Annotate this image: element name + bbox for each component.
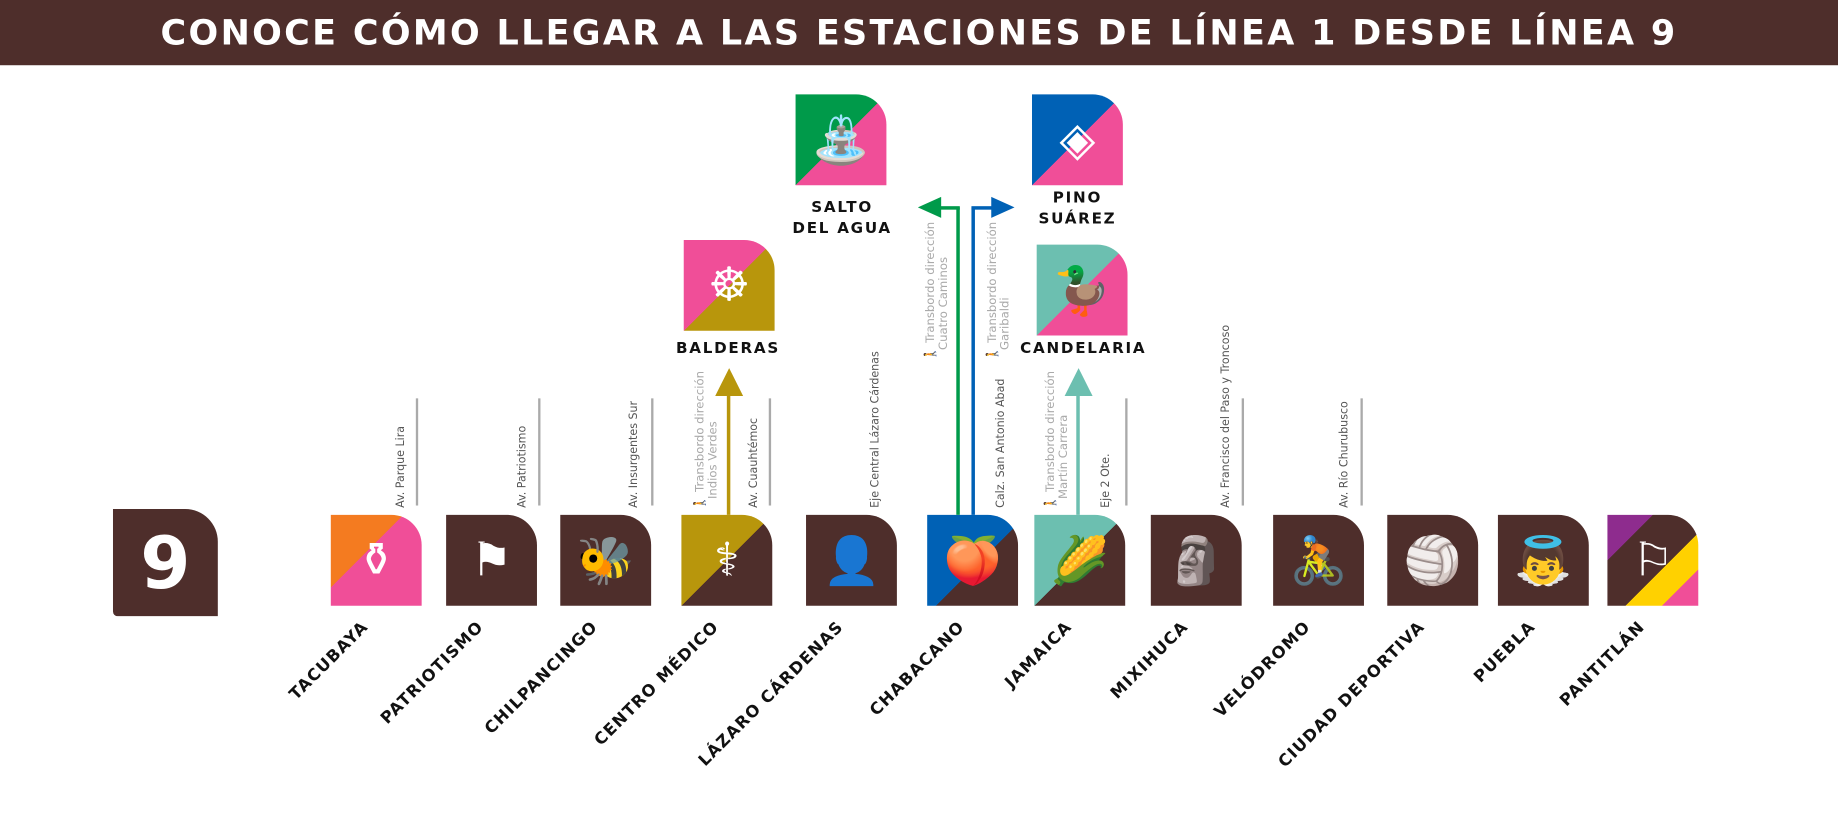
icon-glyph: ⚑ [470, 533, 513, 588]
icon-glyph: 🗿 [1167, 534, 1226, 588]
transfer-note: 🚶 Transbordo dirección Garibaldi [986, 221, 1013, 362]
seated-figure-icon: 🗿 [1150, 514, 1242, 606]
station-label: MIXIHUCA [1107, 617, 1193, 703]
t1: Transbordo dirección [986, 221, 1000, 343]
station-label: CENTRO MÉDICO [591, 617, 723, 750]
label-line: SALTO [811, 199, 873, 217]
icon-glyph: 🐝 [576, 534, 635, 588]
cyclist-icon: 🚴 [1273, 514, 1364, 606]
arrow-right-icon [991, 196, 1015, 218]
station-label: PATRIOTISMO [377, 617, 488, 728]
icon-glyph: ⚱ [356, 533, 396, 588]
street-label: Av. Patriotismo [516, 425, 529, 508]
station-label: CIUDAD DEPORTIVA [1274, 617, 1429, 772]
line-9-badge: 9 [112, 509, 218, 617]
caduceus-icon: ⚕ [681, 514, 773, 606]
street-label: Eje 2 Ote. [1099, 453, 1113, 508]
street-divider [1241, 398, 1244, 506]
t2: Garibaldi [999, 297, 1013, 350]
t2: Martín Carrera [1057, 414, 1071, 500]
street-divider [1360, 398, 1363, 506]
fountain-icon: ⛲ [795, 94, 887, 186]
transfer-line-salto-del-agua-h [938, 206, 960, 210]
arrow-up-icon [1064, 368, 1093, 397]
street-label: Av. Parque Lira [394, 425, 408, 508]
page-title: CONOCE CÓMO LLEGAR A LAS ESTACIONES DE L… [160, 12, 1678, 53]
street-label: Eje Central Lázaro Cárdenas [868, 351, 882, 508]
transfer-line-pino-suarez [971, 207, 975, 515]
apricot-icon: 🍑 [927, 514, 1019, 606]
icon-glyph: 🍑 [943, 534, 1002, 588]
athlete-icon: 🏐 [1387, 514, 1479, 606]
station-label-candelaria: CANDELARIA [1019, 339, 1147, 360]
station-label: CHILPANCINGO [481, 617, 602, 739]
transfer-line-balderas [726, 393, 731, 515]
transfer-note: 🚶 Transbordo dirección Martín Carrera [1044, 370, 1071, 511]
transfer-line-candelaria [1076, 393, 1080, 515]
label-line: DEL AGUA [792, 220, 892, 238]
station-label-balderas: BALDERAS [664, 339, 792, 360]
cannon-icon: ☸ [683, 239, 775, 331]
t1: Transbordo dirección [924, 221, 938, 343]
transfer-line-salto-del-agua [956, 207, 960, 515]
street-divider [415, 398, 418, 506]
street-divider [1125, 398, 1127, 506]
station-label: TACUBAYA [286, 617, 373, 705]
street-divider [768, 398, 771, 506]
icon-glyph: ⚐ [1631, 533, 1674, 588]
portrait-icon: 👤 [806, 514, 897, 606]
station-label-salto-del-agua: SALTO DEL AGUA [778, 198, 906, 240]
pantitlan-flags-icon: ⚐ [1607, 514, 1699, 606]
flag-icon: ⚑ [446, 514, 537, 606]
street-label: Av. Cuauhtémoc [747, 417, 761, 508]
angels-icon: 👼 [1497, 514, 1589, 606]
station-label: LÁZARO CÁRDENAS [695, 617, 848, 771]
t1: Transbordo dirección [1044, 370, 1058, 492]
station-label: CHABACANO [866, 617, 969, 720]
t2: Cuatro Caminos [937, 256, 951, 350]
transfer-line-pino-suarez-h [971, 206, 993, 210]
street-label: Av. Insurgentes Sur [627, 400, 641, 508]
label-line: BALDERAS [675, 340, 781, 358]
corn-icon: 🌽 [1034, 514, 1126, 606]
icon-glyph: 👼 [1514, 534, 1573, 588]
wasp-icon: 🐝 [560, 514, 652, 606]
pyramid-icon: ◈ [1032, 94, 1123, 186]
icon-glyph: 🏐 [1403, 534, 1462, 588]
label-line: CANDELARIA [1020, 340, 1147, 358]
station-label: PUEBLA [1470, 617, 1540, 687]
station-label: VELÓDROMO [1210, 617, 1315, 722]
transfer-note: 🚶 Transbordo dirección Indios Verdes [694, 370, 720, 511]
vase-icon: ⚱ [330, 514, 422, 606]
street-divider [538, 398, 540, 506]
street-label: Av. Río Churubusco [1338, 401, 1352, 508]
label-line: SUÁREZ [1038, 210, 1117, 229]
icon-glyph: 🚴 [1289, 534, 1348, 588]
icon-glyph: 🌽 [1050, 534, 1109, 588]
icon-glyph: 👤 [822, 534, 881, 588]
station-label-pino-suarez: PINO SUÁREZ [1013, 189, 1141, 231]
label-line: PINO [1052, 189, 1103, 208]
street-divider [651, 398, 653, 506]
station-label: PANTITLÁN [1556, 617, 1649, 711]
transfer-note: 🚶 Transbordo dirección Cuatro Caminos [924, 221, 951, 362]
title-bar: CONOCE CÓMO LLEGAR A LAS ESTACIONES DE L… [0, 0, 1838, 66]
duck-icon: 🦆 [1036, 244, 1128, 336]
street-label: Calz. San Antonio Abad [994, 378, 1008, 508]
arrow-up-icon [715, 368, 744, 397]
t1: Transbordo dirección [694, 370, 708, 492]
t2: Indios Verdes [707, 421, 720, 500]
station-label: JAMAICA [1001, 617, 1076, 692]
street-label: Av. Francisco del Paso y Troncoso [1219, 324, 1233, 508]
icon-glyph: ⚕ [714, 533, 740, 588]
arrow-left-icon [917, 196, 942, 218]
